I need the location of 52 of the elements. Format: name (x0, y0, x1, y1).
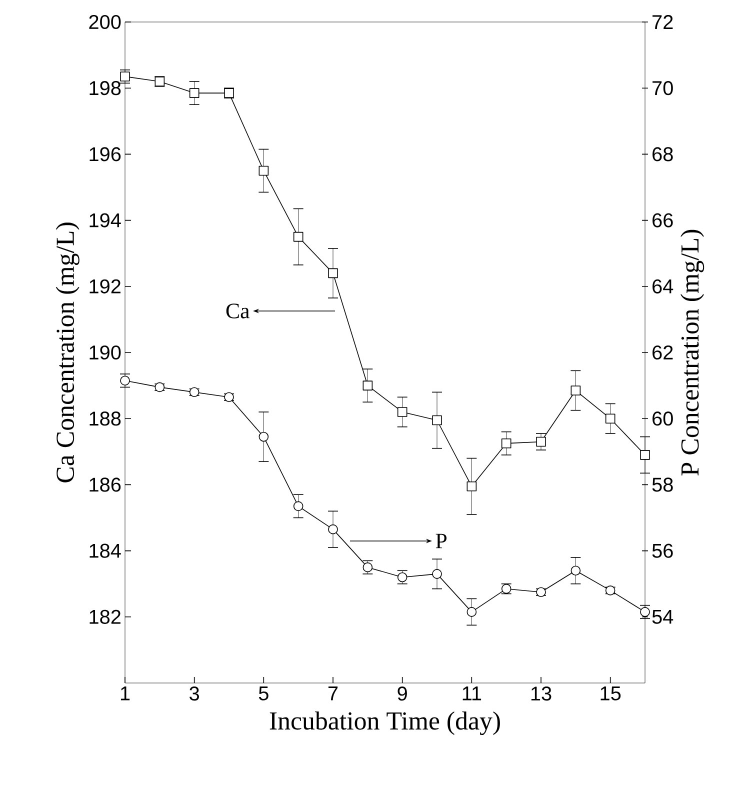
y2-tick-label: 66 (652, 213, 673, 228)
x-axis-title: Incubation Time (day) (270, 711, 500, 736)
point (605, 414, 616, 424)
annotation: P (436, 534, 447, 548)
y-tick-label: 196 (90, 147, 121, 162)
point (570, 386, 581, 396)
y2-tick-label: 72 (652, 15, 673, 29)
y2-axis-title: P Concentration (mg/L) (680, 230, 704, 476)
x-tick-label: 11 (462, 686, 482, 700)
point (432, 415, 442, 426)
point (466, 607, 477, 617)
point (328, 268, 338, 278)
x-tick-label: 1 (120, 686, 130, 700)
point (432, 569, 442, 579)
y-tick-label: 182 (90, 610, 120, 624)
y-tick-label: 192 (90, 279, 120, 294)
point (640, 450, 650, 460)
y2-tick-label: 60 (652, 412, 673, 426)
y-tick-label: 184 (90, 544, 121, 558)
point (570, 566, 581, 576)
y-tick-label: 190 (90, 345, 121, 360)
point (362, 380, 373, 390)
point (293, 232, 304, 242)
y2-tick-label: 56 (652, 544, 673, 558)
y2-tick-label: 58 (652, 478, 673, 492)
x-tick-label: 5 (258, 686, 268, 700)
y-tick-label: 198 (90, 81, 121, 96)
y2-tick-label: 62 (652, 345, 673, 360)
point (501, 438, 512, 448)
point (397, 407, 408, 417)
y2-tick-label: 70 (652, 81, 673, 96)
point (258, 166, 269, 176)
y-tick-label: 194 (90, 213, 121, 228)
point (189, 88, 200, 98)
x-tick-label: 3 (190, 686, 199, 701)
point (536, 436, 546, 447)
point (466, 481, 477, 492)
y-tick-label: 200 (89, 14, 121, 30)
point (258, 432, 269, 442)
x-tick-label: 7 (328, 686, 338, 700)
y-axis-title: Ca Concentration (mg/L) (56, 222, 80, 482)
x-tick-label: 13 (531, 686, 552, 701)
point (328, 524, 338, 534)
x-tick-label: 9 (398, 686, 407, 701)
y2-tick-label: 68 (652, 147, 673, 162)
x-tick-label: 15 (600, 686, 621, 700)
y2-tick-label: 64 (652, 279, 674, 294)
y-tick-label: 186 (90, 478, 121, 492)
y-tick-label: 188 (90, 412, 121, 426)
point (293, 501, 304, 512)
annotation: Ca (226, 304, 250, 318)
y2-tick-label: 54 (652, 610, 674, 624)
